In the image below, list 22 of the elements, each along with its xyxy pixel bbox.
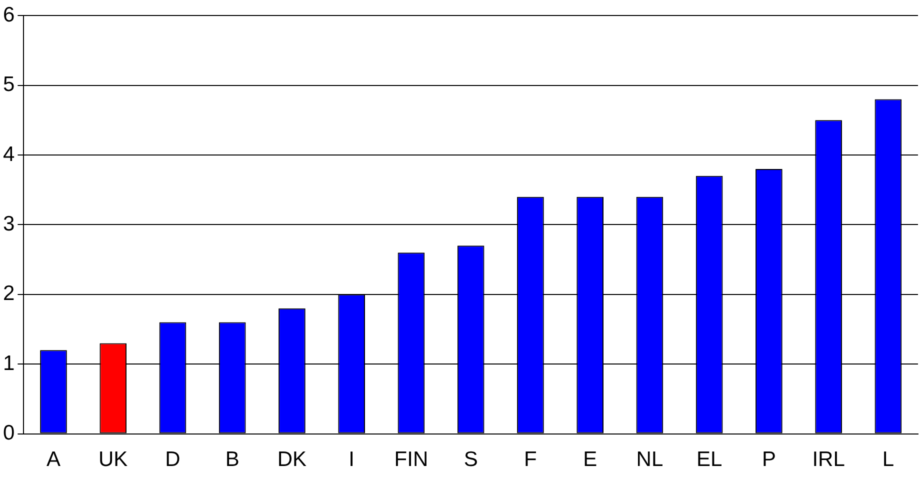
x-tick-label: F	[524, 448, 537, 472]
x-tick-label: DK	[277, 448, 307, 472]
x-tick-label: UK	[98, 448, 128, 472]
x-tick-label: A	[46, 448, 60, 472]
x-tick-label: EL	[696, 448, 722, 472]
x-tick-label: FIN	[394, 448, 428, 472]
x-tick-label: S	[464, 448, 478, 472]
y-tick-label: 2	[2, 282, 15, 306]
x-tick-label: D	[165, 448, 180, 472]
x-tick-label: L	[882, 448, 894, 472]
x-tick-label: I	[348, 448, 355, 472]
x-tick-label: B	[225, 448, 240, 472]
y-tick-label: 4	[2, 142, 15, 166]
x-tick-label: IRL	[812, 448, 845, 472]
x-tick-label: P	[762, 448, 776, 472]
y-tick-label: 3	[2, 212, 15, 236]
y-tick-label: 5	[2, 73, 15, 96]
x-tick-label: NL	[636, 448, 664, 472]
y-tick-label: 6	[2, 3, 15, 26]
y-tick-label: 0	[2, 422, 15, 445]
y-tick-label: 1	[2, 352, 15, 375]
x-tick-label: E	[583, 448, 598, 472]
